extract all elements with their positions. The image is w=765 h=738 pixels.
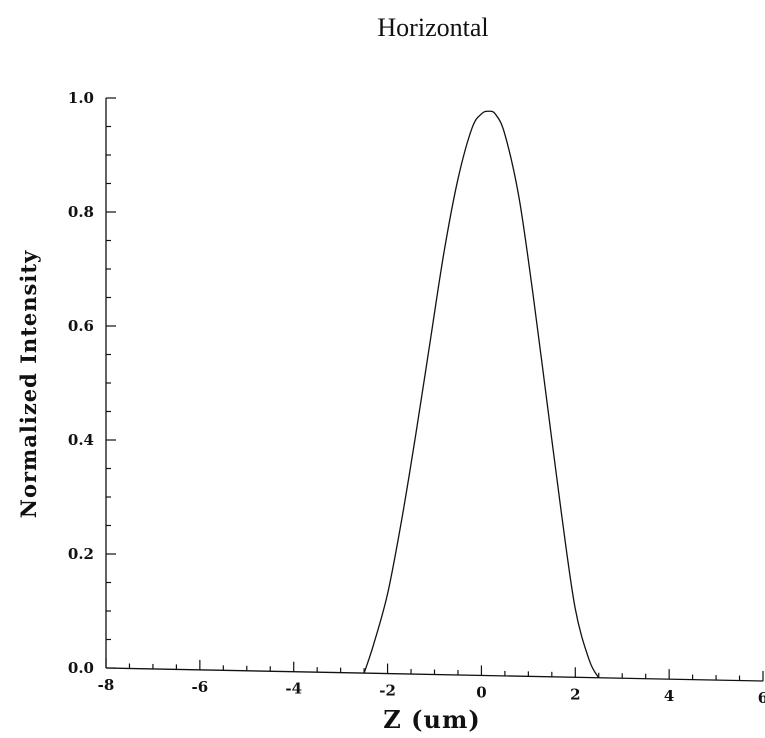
y-tick-label: 1.0 bbox=[68, 89, 94, 107]
x-ticks: -8 -6 -4 -2 0 2 4 6 bbox=[98, 658, 765, 707]
x-tick-label: 2 bbox=[570, 685, 580, 703]
y-tick-label: 0.4 bbox=[68, 431, 94, 449]
x-tick-label: 0 bbox=[476, 683, 486, 701]
x-tick-label: -8 bbox=[98, 676, 115, 694]
x-tick-label: 4 bbox=[664, 687, 674, 705]
y-tick-label: 0.0 bbox=[68, 659, 94, 677]
x-tick-label: -2 bbox=[379, 682, 396, 700]
intensity-curve bbox=[363, 110, 600, 679]
chart-title: Horizontal bbox=[377, 13, 488, 42]
y-ticks: 0.0 0.2 0.4 0.6 0.8 1.0 bbox=[68, 89, 116, 677]
x-tick-label: 6 bbox=[758, 689, 765, 707]
x-axis-label: Z (um) bbox=[383, 705, 480, 734]
y-tick-label: 0.6 bbox=[68, 317, 94, 335]
x-tick-label: -6 bbox=[192, 678, 209, 696]
series-group bbox=[363, 110, 600, 679]
y-tick-label: 0.8 bbox=[68, 203, 94, 221]
x-tick-label: -4 bbox=[285, 680, 302, 698]
y-axis-label: Normalized Intensity bbox=[16, 250, 41, 518]
y-tick-label: 0.2 bbox=[68, 545, 94, 563]
